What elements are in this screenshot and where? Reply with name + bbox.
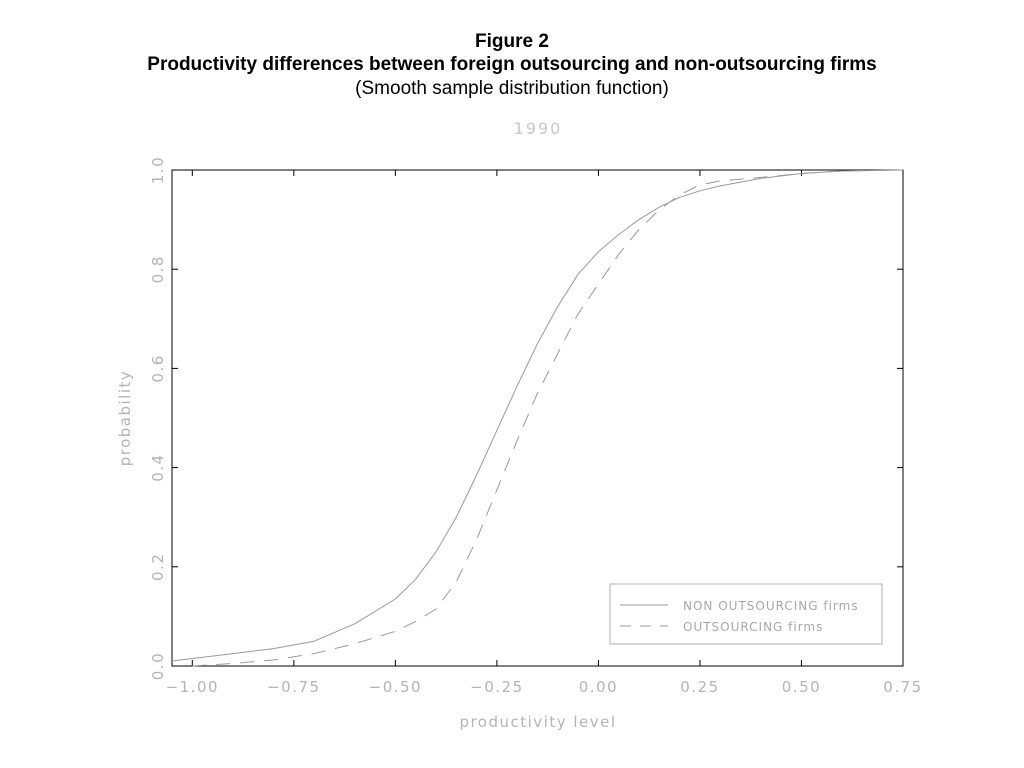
- x-tick-label: 0.00: [579, 678, 618, 696]
- y-tick-label: 0.8: [149, 255, 167, 283]
- legend-label-outsourcing: OUTSOURCING firms: [683, 620, 823, 634]
- figure-header: Figure 2 Productivity differences betwee…: [0, 30, 1024, 102]
- x-tick-label: −1.00: [166, 678, 219, 696]
- x-tick-label: −0.50: [369, 678, 422, 696]
- y-axis: 0.0 0.2 0.4 0.6 0.8 1.0: [149, 156, 903, 680]
- x-tick-label: 0.50: [782, 678, 821, 696]
- y-tick-label: 0.4: [149, 453, 167, 481]
- figure-number: Figure 2: [475, 31, 549, 52]
- legend-label-non-outsourcing: NON OUTSOURCING firms: [683, 599, 859, 613]
- x-axis-label: productivity level: [459, 713, 616, 731]
- y-tick-label: 0.2: [149, 553, 167, 581]
- series-line-non-outsourcing: [171, 169, 904, 662]
- figure-subtitle: (Smooth sample distribution function): [355, 78, 669, 99]
- x-tick-label: −0.25: [470, 678, 523, 696]
- series-line-outsourcing: [192, 169, 904, 667]
- y-axis-label: probability: [116, 370, 134, 467]
- y-tick-label: 0.0: [149, 652, 167, 680]
- y-tick-label: 0.6: [149, 354, 167, 382]
- legend-box: [609, 583, 883, 645]
- figure-title: Productivity differences between foreign…: [147, 54, 877, 75]
- x-axis: −1.00 −0.75 −0.50 −0.25 0.00 0.25 0.50 0.75: [166, 170, 922, 696]
- x-tick-label: −0.75: [267, 678, 320, 696]
- series-layer: [171, 169, 904, 667]
- y-tick-label: 1.0: [149, 156, 167, 184]
- chart-title: 1990: [514, 119, 563, 138]
- x-tick-label: 0.25: [680, 678, 719, 696]
- x-tick-label: 0.75: [883, 678, 922, 696]
- legend: NON OUTSOURCING firms OUTSOURCING firms: [609, 583, 883, 645]
- plot-frame: [171, 169, 904, 667]
